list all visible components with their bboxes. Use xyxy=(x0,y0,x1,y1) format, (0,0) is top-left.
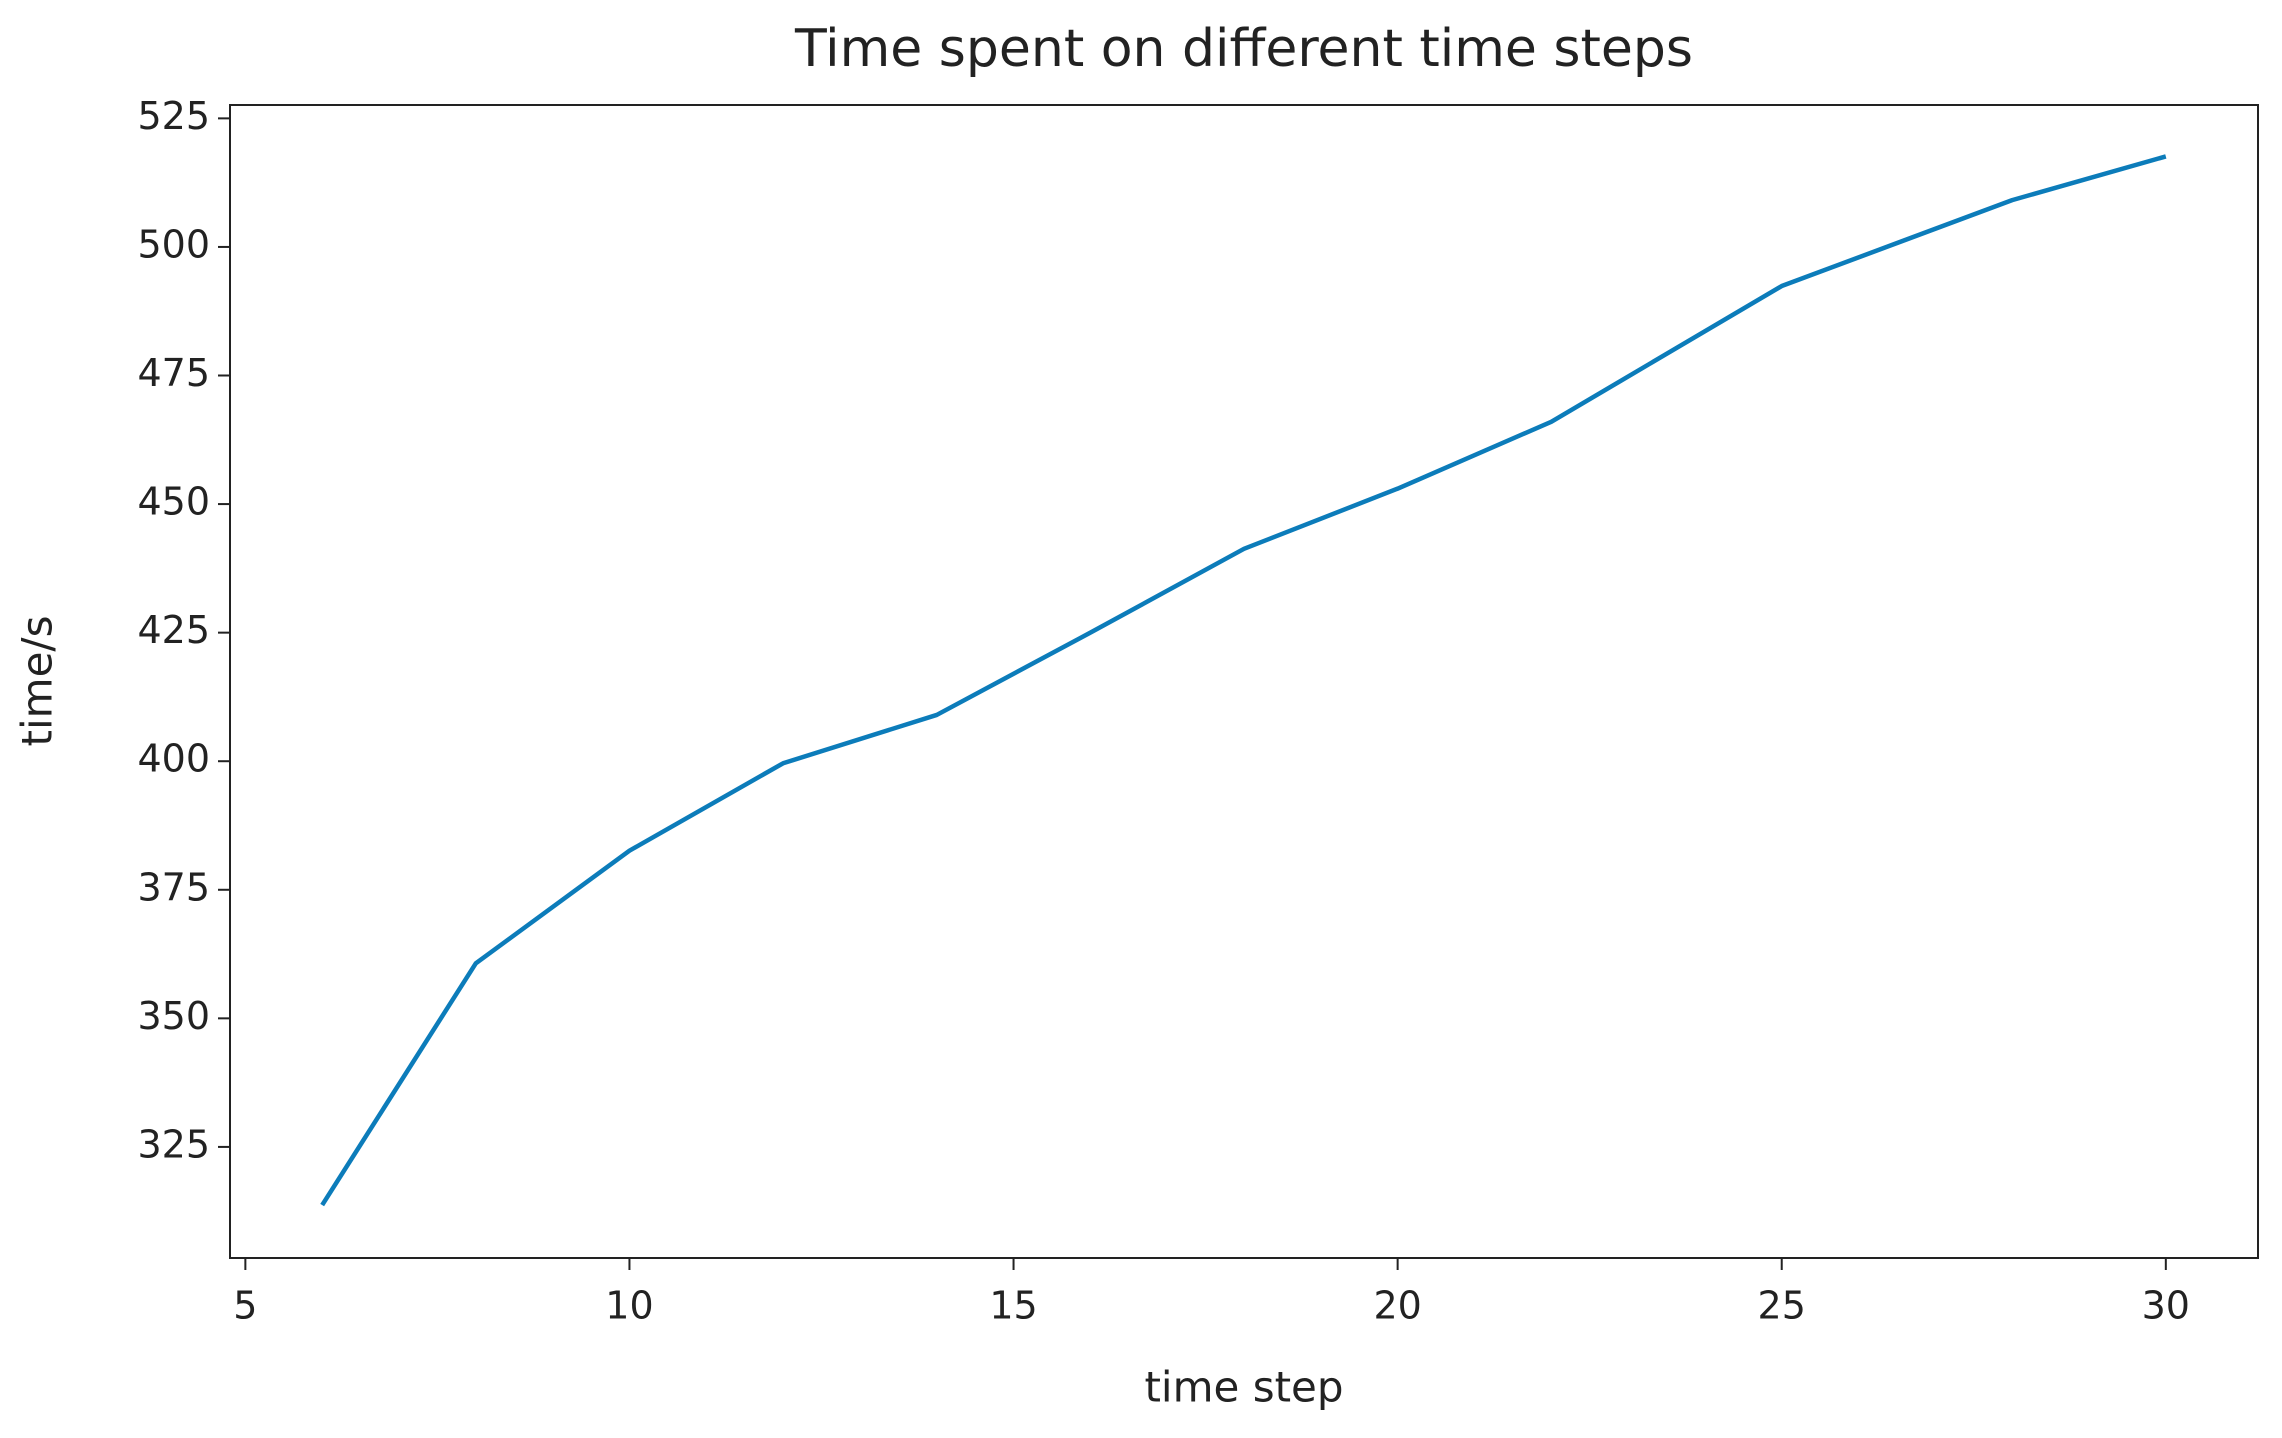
plot-frame xyxy=(229,104,2259,1259)
x-tick-label: 25 xyxy=(1758,1284,1806,1328)
data-line xyxy=(320,154,2167,1207)
y-tick-label: 425 xyxy=(137,608,210,652)
x-axis-label: time step xyxy=(1144,1363,1343,1412)
y-tick-label: 500 xyxy=(137,222,210,266)
x-tick-label: 5 xyxy=(233,1284,257,1328)
y-tick-label: 450 xyxy=(137,480,210,524)
y-tick-label: 350 xyxy=(137,994,210,1038)
y-tick-label: 400 xyxy=(137,737,210,781)
x-tick-label: 10 xyxy=(605,1284,653,1328)
y-tick-label: 375 xyxy=(137,865,210,909)
y-axis-label: time/s xyxy=(13,616,62,747)
y-tick-label: 325 xyxy=(137,1122,210,1166)
y-tick-label: 475 xyxy=(137,351,210,395)
x-tick-label: 15 xyxy=(989,1284,1037,1328)
x-tick-label: 30 xyxy=(2142,1284,2190,1328)
chart-title: Time spent on different time steps xyxy=(794,19,1693,79)
y-tick-label: 525 xyxy=(137,94,210,138)
x-tick-label: 20 xyxy=(1373,1284,1421,1328)
